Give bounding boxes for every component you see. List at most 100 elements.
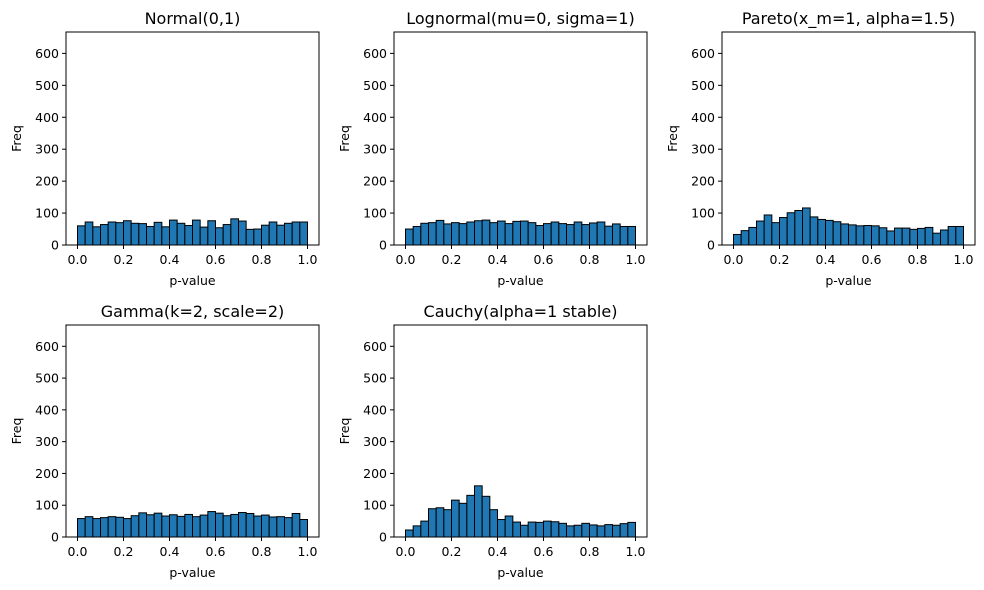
histogram-bar — [284, 222, 293, 246]
histogram-bar — [184, 225, 193, 246]
axes-frame — [393, 324, 648, 538]
histogram-bar — [207, 511, 216, 538]
subplot-5: 0.0 0.2 0.4 0.6 0.8 1.0 0 100 200 300 400 500 600 Cau… — [337, 302, 648, 580]
x-tick-label: 0.4 — [488, 252, 508, 267]
y-tick-label: 300 — [35, 434, 59, 449]
histogram-bar — [566, 525, 575, 538]
histogram-bar — [428, 222, 437, 246]
y-tick-label: 400 — [363, 110, 387, 125]
histogram-bar — [115, 516, 125, 538]
histogram-bar — [230, 218, 239, 246]
histogram-bar — [955, 225, 964, 246]
y-tick-label: 0 — [379, 530, 387, 545]
histogram-bar — [291, 221, 301, 246]
histogram-bar — [612, 524, 621, 538]
histogram-bar — [771, 222, 780, 246]
subplot-title: Gamma(k=2, scale=2) — [101, 302, 285, 321]
y-tick-label: 0 — [379, 238, 387, 253]
histogram-bar — [291, 512, 301, 538]
histogram-bar — [84, 221, 94, 246]
histogram-bar — [894, 227, 903, 246]
histogram-bar — [138, 512, 147, 538]
histogram-bar — [207, 220, 216, 246]
y-tick-label: 400 — [691, 110, 715, 125]
x-axis-label: p-value — [169, 565, 216, 580]
y-tick-label: 0 — [707, 238, 715, 253]
y-axis-label: Freq — [9, 418, 24, 445]
y-tick-label: 500 — [363, 371, 387, 386]
histogram-bar — [412, 225, 422, 246]
x-tick-label: 0.6 — [206, 544, 226, 559]
histogram-bar — [543, 223, 552, 246]
axes-frame — [393, 31, 648, 246]
y-tick-label: 100 — [363, 498, 387, 513]
histogram-bar — [443, 509, 453, 538]
histogram-bar — [558, 522, 567, 538]
histogram-bar — [161, 515, 170, 538]
x-tick-label: 1.0 — [626, 544, 646, 559]
histogram-bar — [222, 224, 232, 246]
histogram-bar — [77, 518, 86, 538]
y-tick-label: 500 — [363, 78, 387, 93]
x-tick-label: 0.0 — [724, 252, 744, 267]
histogram-bar — [192, 219, 201, 246]
x-tick-label: 0.2 — [114, 252, 134, 267]
histogram-bar — [543, 520, 552, 538]
histogram-bar — [512, 220, 521, 246]
histogram-bar — [855, 225, 865, 246]
y-tick-label: 200 — [363, 466, 387, 481]
histogram-bar — [581, 224, 590, 246]
histogram-bar — [153, 221, 163, 246]
x-tick-label: 0.6 — [534, 252, 554, 267]
histogram-bar — [504, 223, 514, 246]
x-tick-label: 0.8 — [580, 544, 600, 559]
y-tick-label: 600 — [363, 46, 387, 61]
histogram-bar — [581, 522, 590, 538]
histogram-bar — [612, 223, 621, 246]
x-tick-label: 0.6 — [206, 252, 226, 267]
x-tick-label: 0.2 — [114, 544, 134, 559]
y-axis-label: Freq — [665, 125, 680, 152]
histogram-bar — [405, 529, 414, 538]
y-tick-label: 600 — [35, 339, 59, 354]
histogram-bar — [230, 513, 239, 538]
x-tick-label: 0.0 — [396, 544, 416, 559]
histogram-bar — [123, 220, 132, 246]
histogram-bar — [100, 224, 109, 246]
histogram-bar — [779, 217, 788, 246]
histogram-bar — [153, 512, 163, 538]
histogram-bar — [825, 219, 834, 246]
histogram-bar — [299, 519, 309, 538]
histogram-bar — [222, 515, 232, 538]
subplot-4: 0.0 0.2 0.4 0.6 0.8 1.0 0 100 200 300 400 500 600 Gam… — [9, 302, 320, 580]
histogram-bar — [253, 228, 262, 246]
histogram-bar — [802, 207, 811, 246]
x-tick-label: 0.2 — [442, 544, 462, 559]
histogram-bar — [878, 227, 888, 246]
histogram-bar — [535, 521, 544, 538]
y-tick-label: 300 — [363, 434, 387, 449]
histogram-bar — [566, 224, 575, 246]
histogram-bar — [451, 222, 460, 246]
y-tick-label: 500 — [35, 371, 59, 386]
y-axis-label: Freq — [337, 418, 352, 445]
histogram-bar — [458, 502, 468, 538]
histogram-bar — [817, 218, 826, 246]
histogram-bar — [238, 220, 247, 246]
histogram-bar — [184, 513, 193, 538]
histogram-bar — [947, 225, 957, 246]
histogram-bar — [123, 518, 132, 538]
histogram-bar — [192, 516, 201, 538]
histogram-bar — [253, 515, 262, 538]
histogram-bar — [115, 222, 125, 246]
subplot-title: Normal(0,1) — [145, 9, 241, 28]
histogram-bar — [520, 220, 529, 246]
histogram-bar — [261, 514, 270, 538]
histogram-bar — [604, 225, 613, 246]
x-tick-label: 0.8 — [252, 544, 272, 559]
histogram-bar — [481, 219, 491, 246]
y-tick-label: 400 — [363, 402, 387, 417]
histogram-bar — [268, 516, 278, 538]
x-tick-label: 0.6 — [862, 252, 882, 267]
